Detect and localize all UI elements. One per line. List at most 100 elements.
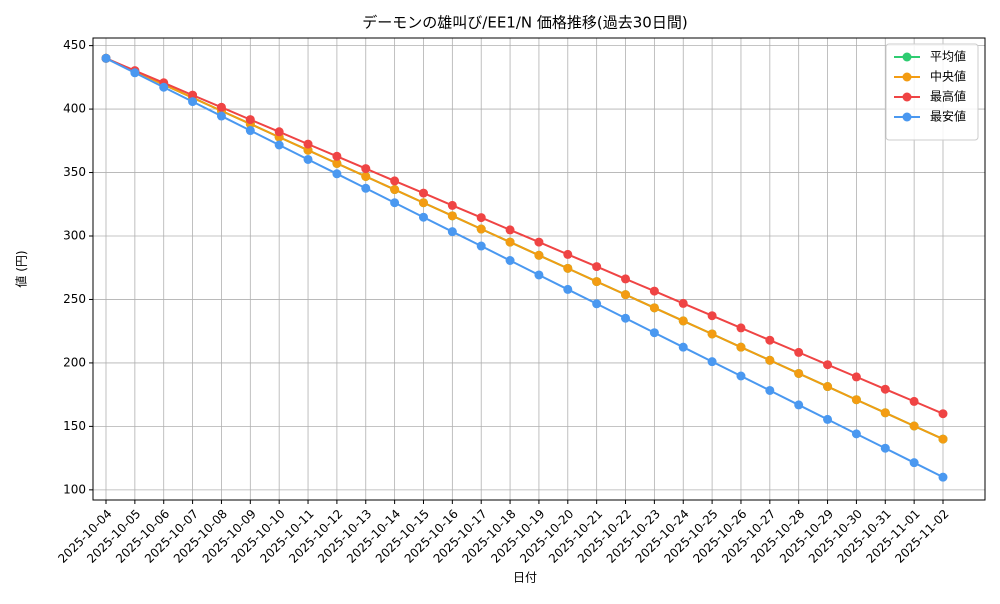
x-axis-label: 日付 <box>513 571 537 585</box>
point <box>794 400 804 410</box>
point <box>909 458 919 468</box>
point <box>534 250 544 260</box>
y-tick-label: 250 <box>63 292 86 306</box>
point <box>534 237 544 247</box>
point <box>505 225 515 235</box>
point <box>563 249 573 259</box>
point <box>505 255 515 265</box>
y-tick-label: 100 <box>63 482 86 496</box>
point <box>130 68 140 78</box>
point <box>880 384 890 394</box>
point <box>765 385 775 395</box>
point <box>592 262 602 272</box>
point <box>823 414 833 424</box>
point <box>621 274 631 284</box>
point <box>188 90 198 100</box>
point <box>418 198 428 208</box>
point <box>736 371 746 381</box>
point <box>880 408 890 418</box>
point <box>563 284 573 294</box>
point <box>390 198 400 208</box>
series-line <box>105 57 944 415</box>
point <box>678 316 688 326</box>
point <box>476 213 486 223</box>
point <box>851 429 861 439</box>
point <box>361 183 371 193</box>
point <box>216 102 226 112</box>
point <box>332 158 342 168</box>
y-axis-label: 値 (円) <box>14 250 29 287</box>
point <box>736 323 746 333</box>
point <box>649 303 659 313</box>
point <box>765 335 775 345</box>
point <box>649 328 659 338</box>
y-tick-label: 400 <box>63 102 86 116</box>
point <box>794 368 804 378</box>
legend-label: 最安値 <box>930 109 966 124</box>
point <box>274 127 284 137</box>
point <box>880 443 890 453</box>
point <box>390 176 400 186</box>
legend-label: 平均値 <box>930 49 966 64</box>
y-tick-label: 450 <box>63 38 86 52</box>
point <box>361 164 371 174</box>
legend-marker <box>902 52 912 62</box>
point <box>707 311 717 321</box>
point <box>332 169 342 179</box>
point <box>101 53 111 63</box>
legend-label: 最高値 <box>930 89 966 104</box>
point <box>823 360 833 370</box>
y-tick-label: 350 <box>63 165 86 179</box>
point <box>188 97 198 107</box>
y-tick-label: 300 <box>63 229 86 243</box>
point <box>418 188 428 198</box>
point <box>563 263 573 273</box>
point <box>621 313 631 323</box>
point <box>447 200 457 210</box>
legend-marker <box>902 92 912 102</box>
point <box>447 211 457 221</box>
point <box>418 212 428 222</box>
point <box>245 126 255 136</box>
legend-marker <box>902 112 912 122</box>
point <box>736 342 746 352</box>
point <box>303 139 313 149</box>
point <box>909 396 919 406</box>
point <box>476 241 486 251</box>
legend-label: 中央値 <box>930 69 966 84</box>
point <box>707 329 717 339</box>
point <box>707 357 717 367</box>
point <box>505 237 515 247</box>
chart-title: デーモンの雄叫び/EE1/N 価格推移(過去30日間) <box>362 14 687 32</box>
series-line <box>105 57 944 479</box>
point <box>649 286 659 296</box>
point <box>332 151 342 161</box>
point <box>938 409 948 419</box>
point <box>476 224 486 234</box>
y-tick-label: 150 <box>63 419 86 433</box>
point <box>909 421 919 431</box>
point <box>851 372 861 382</box>
plot-frame <box>92 37 986 501</box>
point <box>361 171 371 181</box>
point <box>303 154 313 164</box>
y-tick-label: 200 <box>63 355 86 369</box>
point <box>274 140 284 150</box>
point <box>592 299 602 309</box>
point <box>534 270 544 280</box>
point <box>823 382 833 392</box>
legend-marker <box>902 72 912 82</box>
point <box>447 227 457 237</box>
point <box>621 290 631 300</box>
point <box>678 342 688 352</box>
point <box>216 111 226 121</box>
point <box>592 277 602 287</box>
series-line <box>105 57 944 440</box>
point <box>938 472 948 482</box>
point <box>851 395 861 405</box>
point <box>794 347 804 357</box>
point <box>159 82 169 92</box>
point <box>765 355 775 365</box>
